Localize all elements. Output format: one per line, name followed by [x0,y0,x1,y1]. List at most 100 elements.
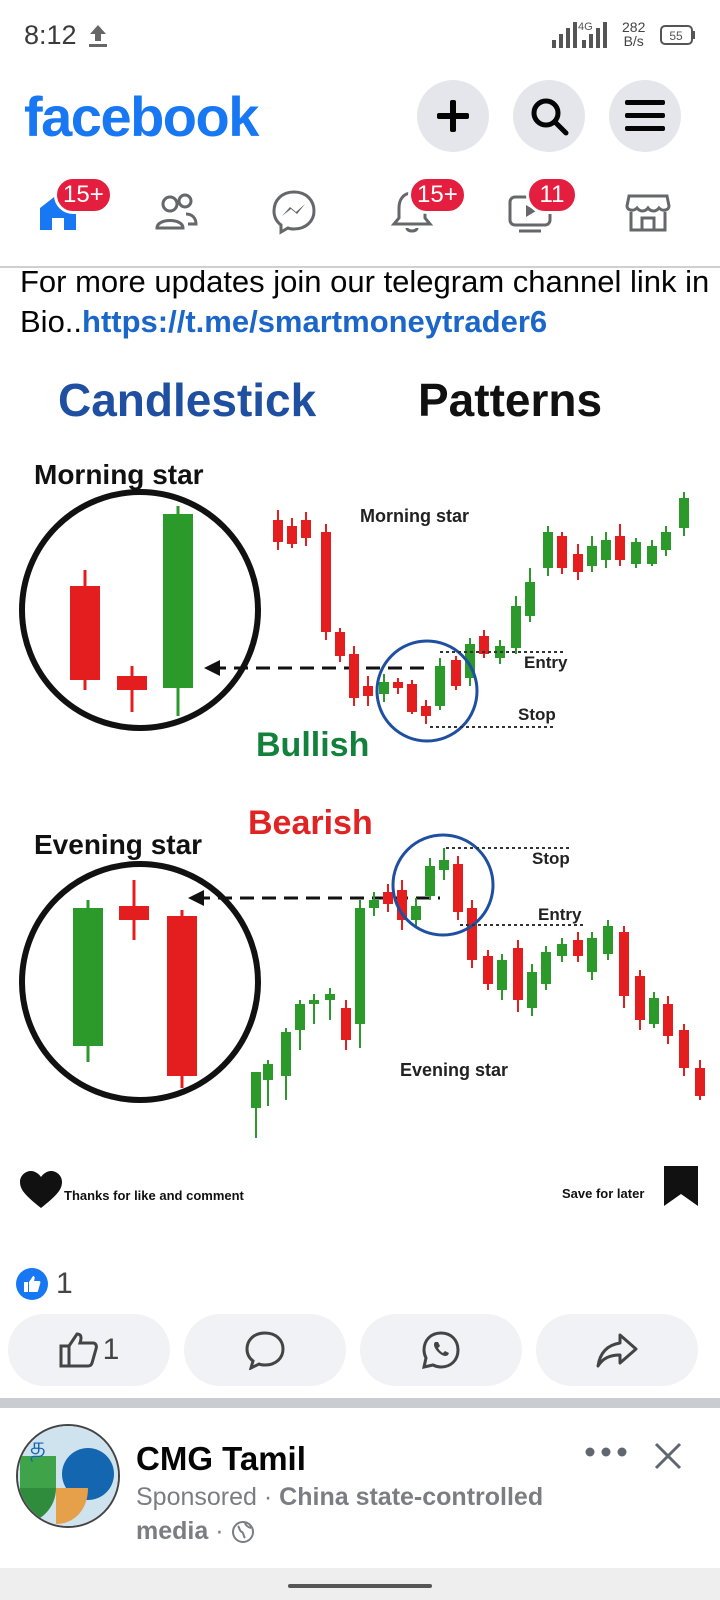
evening-highlight-circle [391,833,495,937]
facebook-logo[interactable]: facebook [24,85,259,148]
candle-body [295,1004,305,1030]
avatar[interactable]: த [16,1424,120,1528]
post-image[interactable]: Candlestick Patterns Morning star Mornin… [0,360,720,1230]
friends-icon [155,193,198,230]
title-candlestick: Candlestick [58,374,317,426]
candle-body [587,546,597,566]
menu-button[interactable] [609,80,681,152]
candlestick-infographic: Candlestick Patterns Morning star Mornin… [0,360,720,1230]
evening-star-circle [19,861,261,1103]
marketplace-icon [625,194,671,232]
post-link[interactable]: https://t.me/smartmoneytrader6 [82,304,548,339]
search-icon [531,98,569,136]
candle-body [557,944,567,956]
candle-body [435,666,445,706]
thumbs-up-icon [24,1276,41,1292]
candle-body [601,540,611,560]
post-text: For more updates join our telegram chann… [20,262,710,342]
candle-body [251,1072,261,1108]
plus-icon [437,100,469,132]
meta-separator: · [263,1483,273,1511]
sponsor-meta: Sponsored · China state-controlled media… [136,1480,576,1548]
morning-star-circle [19,489,261,731]
candle-body [325,994,335,1000]
home-indicator[interactable] [288,1584,432,1588]
like-count: 1 [102,1333,120,1366]
net-speed: 282 B/s [622,20,645,48]
candle-body [383,892,393,904]
notifications-badge: 15+ [408,176,467,214]
candle-body [647,546,657,564]
battery-level: 55 [669,29,683,43]
search-button[interactable] [513,80,585,152]
heart-icon [20,1171,62,1208]
post-body: For more updates join our telegram chann… [20,264,710,339]
like-reaction-icon [16,1268,48,1300]
candle-body [379,682,389,694]
candle-body [321,532,331,632]
candle-body [467,908,477,960]
candle-body [287,526,297,544]
bearish-price-chart [251,848,705,1138]
candle-body [649,998,659,1024]
tab-friends[interactable] [146,182,206,242]
candle-body [281,1032,291,1076]
tab-messenger[interactable] [264,182,324,242]
bookmark-icon [664,1166,698,1206]
candle-body [619,932,629,996]
tab-notifications[interactable]: 15+ [382,176,467,242]
close-icon[interactable] [652,1440,684,1472]
candle-body [513,948,523,1000]
cmg-logo: த [18,1426,118,1526]
candle-body [451,660,461,686]
evening-arrow-head [188,890,204,906]
comment-button[interactable] [184,1314,346,1386]
globe-icon [231,1521,254,1544]
candle-body [453,864,463,912]
tab-home[interactable]: 15+ [28,176,113,242]
evening-chart-label: Evening star [400,1060,508,1080]
net-speed-unit: B/s [623,33,644,49]
candle-body [411,906,421,920]
bearish-label: Bearish [248,804,373,842]
morning-chart-label: Morning star [360,506,469,526]
bullish-label: Bullish [256,726,369,764]
like-button[interactable]: 1 [8,1314,170,1386]
battery-icon: 55 [660,25,695,45]
tab-marketplace[interactable] [618,182,678,242]
candle-body [349,654,359,698]
thanks-text: Thanks for like and comment [64,1188,245,1203]
whatsapp-share-button[interactable] [360,1314,522,1386]
candle-body [573,940,583,956]
candle-body [541,952,551,984]
create-button[interactable] [417,80,489,152]
more-options-icon[interactable] [584,1440,628,1464]
candle-body [573,554,583,572]
state-media-label[interactable]: China state-controlled media [136,1483,544,1545]
candle-body [679,1030,689,1068]
signal-icon: 4G [552,21,607,48]
candle-body [557,536,567,568]
tab-video[interactable]: 11 [500,176,578,242]
morning-star-zoom-candles [70,506,193,716]
candle-body [263,1064,273,1080]
candle-body [425,866,435,896]
candle-body [393,682,403,688]
upload-icon [89,25,107,47]
candle-body [587,938,597,972]
candle-body [341,1008,351,1040]
feed-divider [0,1398,720,1408]
candle-body [397,890,407,920]
candle-body [679,498,689,528]
status-time: 8:12 [24,20,77,50]
entry-label-bull: Entry [524,653,568,672]
page-name[interactable]: CMG Tamil [136,1440,306,1477]
reaction-count: 1 [56,1267,73,1300]
stop-label-bear: Stop [532,849,570,868]
reaction-summary[interactable]: 1 [16,1266,73,1302]
morning-star-heading: Morning star [34,459,204,490]
home-badge: 15+ [54,176,113,214]
share-button[interactable] [536,1314,698,1386]
candle-body [603,926,613,954]
candle-body [407,684,417,712]
